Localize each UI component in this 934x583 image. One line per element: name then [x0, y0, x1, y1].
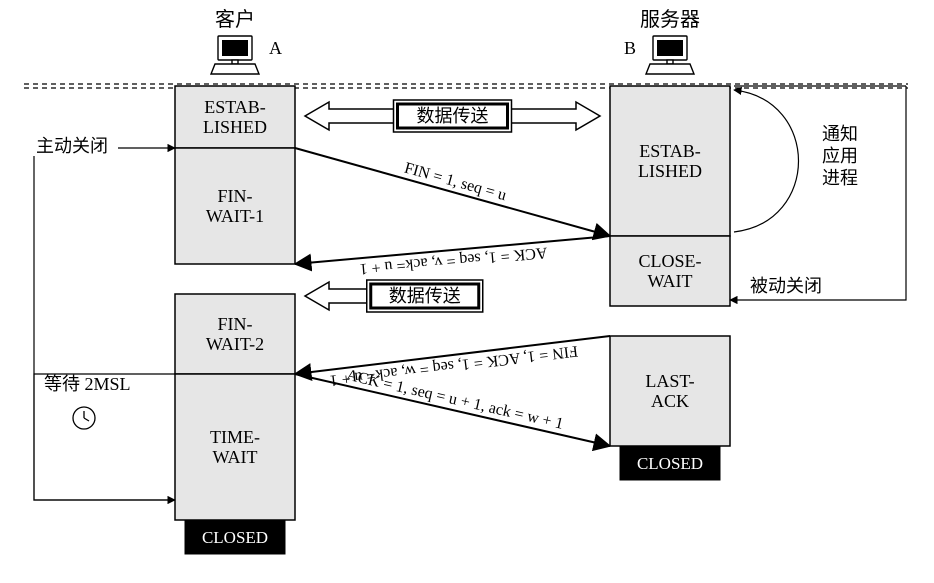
message-arrow [295, 374, 610, 446]
server-state-label: LAST-ACK [645, 371, 694, 411]
data-transfer-top: 数据传送 [417, 106, 489, 126]
server-node-label: B [624, 38, 636, 58]
wait-2msl-label: 等待 2MSL [44, 374, 131, 394]
client-node-label: A [269, 38, 282, 58]
client-title: 客户 [215, 8, 255, 31]
client-closed-label: CLOSED [202, 528, 268, 547]
server-title: 服务器 [640, 8, 700, 31]
message-text: ACK = 1, seq = v, ack= u + 1 [359, 244, 548, 278]
passive-close-label: 被动关闭 [750, 276, 822, 296]
server-closed-label: CLOSED [637, 454, 703, 473]
message-arrow [295, 148, 610, 236]
server-state-label: CLOSE-WAIT [639, 251, 702, 291]
svg-text:通知应用进程: 通知应用进程 [822, 124, 858, 188]
client-state-label: ESTAB-LISHED [203, 97, 267, 137]
server-state-label: ESTAB-LISHED [638, 141, 702, 181]
data-transfer-mid: 数据传送 [389, 286, 461, 306]
message-text: ACK = 1, seq = u + 1, ack = w + 1 [345, 367, 565, 433]
client-state-label: TIME-WAIT [210, 427, 260, 467]
active-close-label: 主动关闭 [36, 136, 108, 156]
